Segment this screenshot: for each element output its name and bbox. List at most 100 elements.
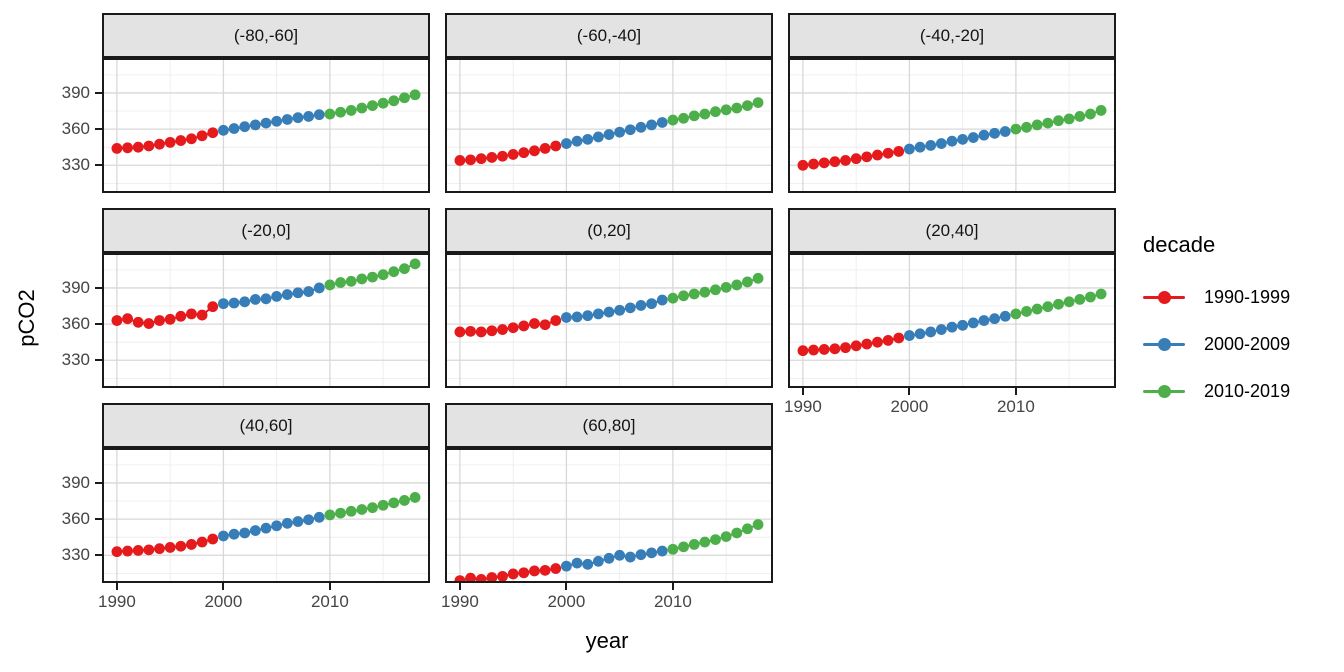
data-point bbox=[1085, 291, 1096, 303]
facet-strip-label: (0,20] bbox=[445, 208, 773, 253]
legend-key-icon bbox=[1143, 289, 1185, 305]
x-axis-title: year bbox=[585, 628, 629, 653]
data-point bbox=[1063, 113, 1075, 125]
data-point bbox=[624, 551, 636, 563]
data-point bbox=[989, 313, 1000, 325]
data-point bbox=[561, 560, 572, 572]
data-point bbox=[335, 106, 346, 118]
data-point bbox=[872, 336, 883, 348]
data-point bbox=[957, 319, 969, 331]
data-point bbox=[324, 509, 336, 521]
x-tick-mark bbox=[328, 583, 331, 590]
data-point bbox=[271, 520, 283, 532]
data-point bbox=[497, 324, 508, 335]
data-point bbox=[1095, 105, 1107, 116]
data-point bbox=[561, 312, 572, 323]
facet-panel: (-20,0] bbox=[102, 208, 430, 388]
data-point bbox=[1031, 303, 1043, 315]
data-point bbox=[399, 495, 410, 506]
data-point bbox=[186, 539, 197, 550]
data-point bbox=[175, 310, 187, 322]
data-point bbox=[281, 114, 293, 125]
data-point bbox=[829, 343, 841, 355]
data-point bbox=[507, 568, 519, 580]
data-point bbox=[281, 289, 293, 300]
data-point bbox=[486, 152, 498, 163]
data-point bbox=[518, 320, 530, 332]
data-point bbox=[1085, 108, 1096, 120]
data-point bbox=[388, 266, 400, 278]
data-point bbox=[143, 544, 155, 556]
data-point bbox=[313, 109, 325, 121]
data-point bbox=[249, 525, 261, 536]
data-point bbox=[454, 326, 466, 338]
data-point bbox=[218, 124, 229, 136]
x-tick-label: 2000 bbox=[547, 592, 586, 611]
data-point bbox=[850, 340, 862, 352]
data-point bbox=[303, 286, 314, 297]
data-point bbox=[978, 315, 990, 326]
data-point bbox=[465, 325, 476, 337]
facet-plot-area bbox=[445, 253, 773, 388]
data-point bbox=[196, 130, 208, 142]
data-point bbox=[967, 132, 979, 143]
x-tick-label: 1990 bbox=[97, 592, 136, 611]
legend: decade 1990-1999 2000-2009 2010-2019 bbox=[1143, 232, 1338, 401]
data-point bbox=[808, 344, 819, 356]
data-point bbox=[797, 345, 809, 357]
y-tick-label: 330 bbox=[61, 545, 90, 565]
y-tick-label: 330 bbox=[61, 350, 90, 370]
data-point bbox=[561, 138, 572, 149]
x-tick-mark bbox=[222, 583, 225, 590]
x-tick-label: 2000 bbox=[204, 592, 243, 611]
data-point bbox=[1074, 111, 1086, 122]
data-point bbox=[731, 279, 743, 291]
data-point bbox=[507, 322, 519, 334]
data-point bbox=[132, 545, 144, 556]
data-point bbox=[260, 117, 272, 129]
facet-strip-label: (-80,-60] bbox=[102, 13, 430, 58]
data-point bbox=[731, 102, 743, 114]
data-point bbox=[699, 536, 711, 548]
legend-title: decade bbox=[1143, 232, 1216, 257]
data-point bbox=[1021, 306, 1032, 317]
data-point bbox=[154, 315, 165, 326]
data-point bbox=[345, 275, 357, 287]
data-point bbox=[861, 338, 873, 350]
data-point bbox=[656, 117, 668, 128]
facet-panel: (0,20] bbox=[445, 208, 773, 388]
facet-plot-area bbox=[788, 58, 1116, 193]
data-point bbox=[582, 558, 594, 570]
x-tick-mark bbox=[671, 583, 674, 590]
data-point bbox=[303, 111, 314, 122]
data-point bbox=[388, 497, 400, 509]
data-point bbox=[1095, 288, 1107, 300]
data-point bbox=[742, 100, 753, 112]
data-point bbox=[196, 536, 208, 548]
data-point bbox=[999, 310, 1011, 322]
y-tick-mark bbox=[95, 323, 102, 326]
data-point bbox=[497, 570, 508, 582]
data-point bbox=[914, 328, 926, 340]
x-tick-mark bbox=[458, 583, 461, 590]
data-point bbox=[592, 131, 604, 143]
data-point bbox=[818, 157, 830, 169]
data-point bbox=[313, 282, 325, 294]
x-tick-mark bbox=[115, 583, 118, 590]
data-point bbox=[624, 302, 636, 314]
data-point bbox=[935, 324, 947, 335]
data-point bbox=[143, 140, 155, 152]
data-point bbox=[356, 504, 368, 515]
facet-plot-area bbox=[102, 58, 430, 193]
data-point bbox=[143, 318, 155, 329]
data-point bbox=[228, 297, 240, 309]
data-point bbox=[122, 142, 133, 154]
data-point bbox=[678, 541, 689, 553]
facet-plot-area bbox=[445, 448, 773, 583]
data-point bbox=[893, 332, 905, 344]
data-point bbox=[840, 342, 851, 354]
data-point bbox=[999, 126, 1011, 137]
data-point bbox=[1010, 123, 1022, 135]
data-point bbox=[218, 298, 229, 310]
